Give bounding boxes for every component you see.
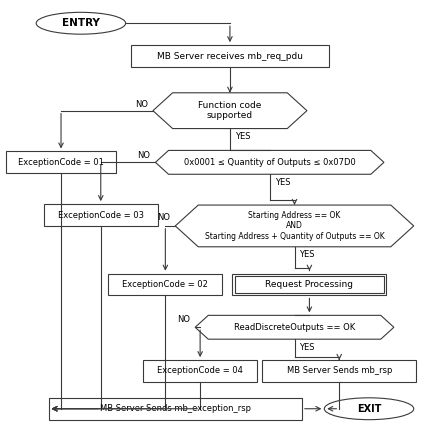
Text: ExceptionCode = 01: ExceptionCode = 01 — [18, 158, 104, 167]
Text: NO: NO — [137, 151, 150, 160]
Bar — [49, 398, 301, 420]
Text: NO: NO — [135, 100, 148, 109]
Text: 0x0001 ≤ Quantity of Outputs ≤ 0x07D0: 0x0001 ≤ Quantity of Outputs ≤ 0x07D0 — [184, 158, 355, 167]
Ellipse shape — [324, 398, 413, 420]
Text: ExceptionCode = 04: ExceptionCode = 04 — [157, 366, 243, 375]
Text: YES: YES — [299, 250, 314, 259]
Polygon shape — [175, 205, 413, 247]
Polygon shape — [152, 93, 306, 129]
Text: ExceptionCode = 03: ExceptionCode = 03 — [58, 211, 143, 219]
Ellipse shape — [36, 12, 125, 34]
Bar — [232, 273, 385, 295]
Polygon shape — [195, 315, 393, 339]
Text: YES: YES — [234, 132, 250, 141]
Bar — [108, 273, 222, 295]
Text: MB Server Sends mb_rsp: MB Server Sends mb_rsp — [286, 366, 391, 375]
Text: EXIT: EXIT — [356, 404, 380, 414]
Bar — [261, 360, 415, 382]
Text: Starting Address == OK
AND
Starting Address + Quantity of Outputs == OK: Starting Address == OK AND Starting Addr… — [204, 211, 384, 241]
Text: MB Server Sends mb_exception_rsp: MB Server Sends mb_exception_rsp — [99, 404, 250, 413]
Bar — [130, 45, 328, 67]
Polygon shape — [155, 150, 383, 174]
Text: YES: YES — [274, 178, 290, 187]
Text: NO: NO — [177, 315, 190, 324]
Text: NO: NO — [157, 213, 170, 222]
Text: ENTRY: ENTRY — [62, 18, 99, 28]
Text: ExceptionCode = 02: ExceptionCode = 02 — [122, 280, 208, 289]
Text: MB Server receives mb_req_pdu: MB Server receives mb_req_pdu — [156, 52, 302, 61]
Bar — [7, 151, 115, 173]
Text: ReadDiscreteOutputs == OK: ReadDiscreteOutputs == OK — [233, 323, 354, 332]
Bar — [43, 204, 158, 226]
Bar — [234, 276, 383, 293]
Bar — [143, 360, 257, 382]
Text: Request Processing: Request Processing — [265, 280, 353, 289]
Text: Function code
supported: Function code supported — [198, 101, 261, 120]
Text: YES: YES — [299, 343, 314, 352]
